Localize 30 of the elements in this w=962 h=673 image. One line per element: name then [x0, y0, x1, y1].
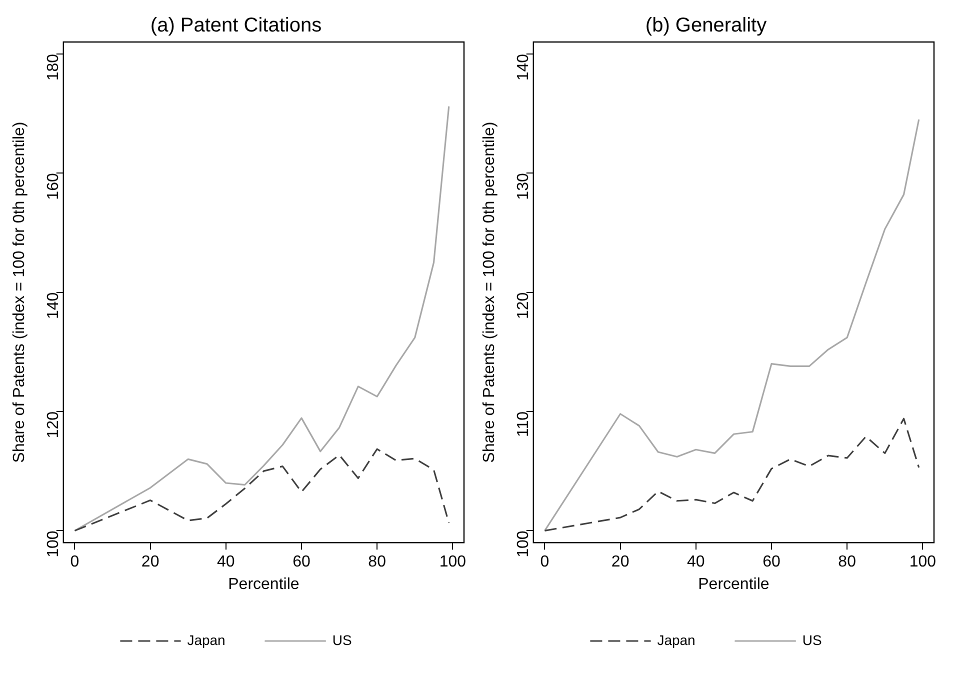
- x-tick-label: 0: [540, 554, 550, 571]
- y-tick-label: 120: [514, 292, 532, 320]
- y-tick-label: 120: [44, 411, 62, 438]
- chart-title: (b) Generality: [645, 14, 767, 37]
- chart-title: (a) Patent Citations: [150, 14, 322, 37]
- x-tick-label: 20: [611, 554, 630, 571]
- x-tick-label: 80: [368, 554, 386, 571]
- y-tick-label: 180: [44, 54, 62, 81]
- legend-label: US: [802, 632, 822, 648]
- x-tick-label: 60: [762, 554, 780, 571]
- x-tick-label: 60: [292, 554, 310, 571]
- y-tick-label: 160: [44, 173, 62, 200]
- x-tick-label: 40: [217, 554, 235, 571]
- x-tick-label: 80: [838, 554, 856, 571]
- y-tick-label: 130: [514, 173, 532, 200]
- x-tick-label: 100: [909, 554, 936, 571]
- legend-label: Japan: [187, 632, 226, 648]
- x-tick-label: 40: [687, 554, 705, 571]
- y-axis-title: Share of Patents (index = 100 for 0th percentile): [11, 122, 28, 463]
- x-axis-title: Percentile: [228, 576, 300, 593]
- x-tick-label: 100: [439, 554, 466, 571]
- x-tick-label: 0: [70, 554, 80, 571]
- y-tick-label: 110: [514, 411, 532, 438]
- x-axis-title: Percentile: [698, 576, 770, 593]
- y-axis-title: Share of Patents (index = 100 for 0th percentile): [481, 122, 498, 463]
- legend-label: US: [332, 632, 352, 648]
- legend-label: Japan: [657, 632, 696, 648]
- x-tick-label: 20: [141, 554, 160, 571]
- y-tick-label: 140: [514, 54, 532, 81]
- y-tick-label: 140: [44, 292, 62, 320]
